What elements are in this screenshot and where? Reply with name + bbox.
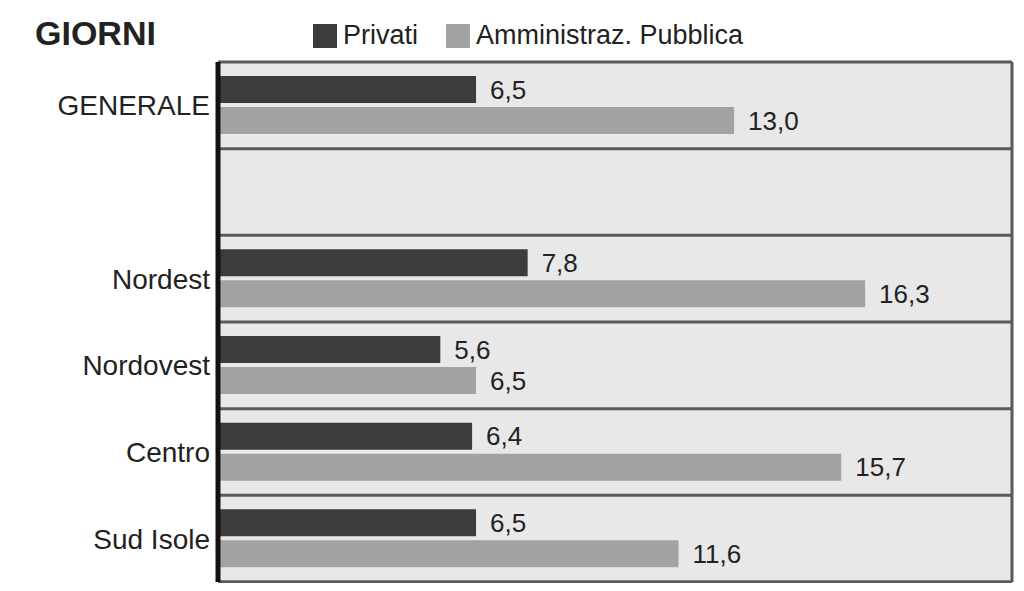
svg-text:11,6: 11,6 <box>693 539 742 569</box>
svg-text:6,5: 6,5 <box>490 366 526 396</box>
svg-text:Nordovest: Nordovest <box>82 350 210 381</box>
svg-text:Nordest: Nordest <box>112 264 210 295</box>
svg-text:6,5: 6,5 <box>490 508 526 538</box>
svg-text:13,0: 13,0 <box>748 106 799 136</box>
svg-text:7,8: 7,8 <box>542 248 578 278</box>
svg-text:15,7: 15,7 <box>855 452 906 482</box>
svg-text:GENERALE: GENERALE <box>58 90 211 121</box>
html-text:GIORNI: GIORNI <box>35 14 156 52</box>
html-text:Amministraz. Pubblica: Amministraz. Pubblica <box>476 20 744 50</box>
html-text:Privati: Privati <box>343 20 418 50</box>
svg-text:Centro: Centro <box>126 437 210 468</box>
svg-text:16,3: 16,3 <box>879 279 930 309</box>
svg-text:6,5: 6,5 <box>490 75 526 105</box>
svg-text:Sud Isole: Sud Isole <box>93 524 210 555</box>
svg-text:5,6: 5,6 <box>454 335 490 365</box>
svg-text:6,4: 6,4 <box>486 421 522 451</box>
